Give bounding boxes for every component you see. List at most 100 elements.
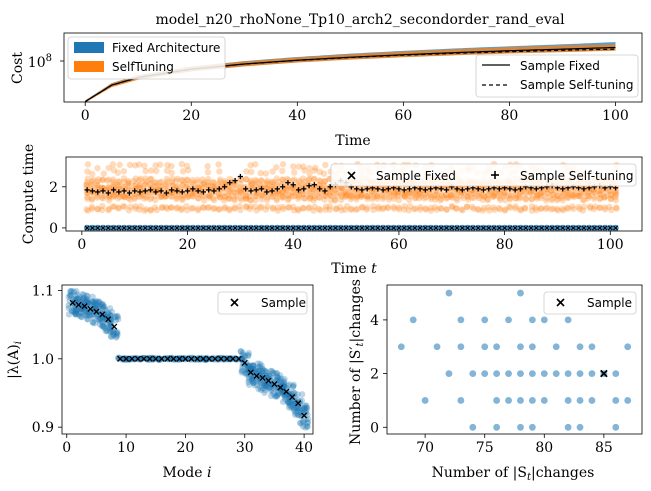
mode-cloud-point — [280, 383, 287, 390]
mode-cloud-point — [260, 385, 267, 392]
selftuning-point — [116, 161, 123, 168]
selftuning-point — [542, 205, 550, 213]
selftuning-point — [189, 192, 196, 200]
modes-x-ticks: 0 10 20 30 40 — [62, 434, 313, 456]
selftuning-point — [100, 184, 108, 192]
selftuning-point — [290, 203, 297, 211]
selftuning-point — [136, 183, 143, 190]
selftuning-point — [607, 195, 615, 202]
selftuning-point — [553, 187, 560, 194]
sample-fixed-point — [158, 225, 164, 231]
sample-fixed-point — [528, 225, 534, 231]
selftuning-point — [84, 193, 91, 201]
selftuning-point — [502, 196, 509, 204]
selftuning-point — [320, 170, 328, 177]
selftuning-point — [246, 205, 254, 213]
selftuning-point — [495, 192, 502, 200]
mode-cloud-point — [263, 382, 270, 389]
sample-fixed-point — [443, 225, 450, 231]
selftuning-point — [512, 195, 520, 202]
selftuning-point — [184, 191, 191, 199]
cost-panel: 0 20 40 60 80 100 108 Time Cost Fixed Archite… — [10, 32, 643, 149]
sample-mode-point — [170, 355, 177, 362]
selftuning-point — [337, 203, 344, 211]
selftuning-point — [558, 194, 566, 201]
selftuning-point — [204, 169, 212, 176]
selftuning-point — [147, 194, 155, 201]
selftuning-point — [580, 203, 588, 210]
sample-selftuning-point — [153, 189, 159, 195]
selftuning-point — [564, 204, 571, 211]
sample-selftuning-point — [465, 186, 471, 192]
selftuning-point — [152, 179, 160, 186]
sample-fixed-point — [480, 225, 487, 231]
selftuning-point — [195, 194, 202, 202]
selftuning-point — [306, 194, 314, 201]
selftuning-point — [570, 187, 577, 195]
selftuning-point — [179, 168, 187, 175]
selftuning-point — [211, 183, 218, 190]
selftuning-point — [125, 179, 132, 187]
mode-cloud-point — [304, 423, 311, 430]
sample-selftuning-point — [295, 187, 302, 193]
sample-fixed-point — [369, 225, 376, 231]
selftuning-point — [357, 187, 365, 195]
selftuning-point — [312, 164, 319, 172]
selftuning-point — [210, 205, 217, 212]
selftuning-point — [596, 204, 604, 211]
selftuning-point — [559, 205, 566, 213]
mode-cloud-point — [243, 359, 250, 366]
selftuning-point — [125, 177, 132, 185]
sample-fixed-point — [475, 225, 481, 231]
selftuning-point — [284, 196, 292, 204]
selftuning-point — [264, 184, 271, 191]
selftuning-point — [215, 206, 222, 213]
selftuning-point — [311, 189, 318, 196]
mode-cloud-point — [97, 315, 104, 323]
selftuning-point — [84, 175, 91, 182]
selftuning-point — [126, 186, 133, 193]
selftuning-point — [447, 188, 455, 195]
selftuning-point — [363, 204, 371, 211]
selftuning-point — [216, 194, 224, 201]
mode-cloud-point — [256, 367, 263, 374]
selftuning-point — [263, 196, 271, 204]
selftuning-point — [243, 168, 250, 175]
selftuning-point — [368, 188, 376, 196]
selftuning-point — [162, 192, 169, 200]
selftuning-point — [110, 191, 118, 199]
selftuning-point — [199, 181, 206, 188]
legend-label-sample-fixed: Sample Fixed — [376, 169, 456, 183]
mode-cloud-point — [89, 301, 97, 309]
mode-cloud-point — [302, 408, 309, 415]
sample-selftuning-point — [560, 186, 566, 192]
selftuning-point — [480, 192, 488, 200]
selftuning-point — [321, 192, 328, 199]
selftuning-point — [183, 206, 191, 214]
selftuning-point — [379, 205, 386, 213]
selftuning-point — [412, 195, 419, 202]
changes-x-ticks: 70 75 80 85 — [416, 434, 613, 456]
sample-mode-point — [277, 384, 284, 391]
sample-fixed-point — [406, 225, 413, 231]
selftuning-point — [468, 203, 476, 211]
selftuning-point — [237, 188, 244, 196]
selftuning-point — [221, 192, 228, 200]
selftuning-point — [216, 168, 223, 175]
selftuning-point — [375, 205, 382, 213]
selftuning-point — [607, 195, 615, 203]
mode-cloud-point — [93, 301, 100, 308]
selftuning-point — [273, 181, 281, 189]
selftuning-point — [384, 204, 392, 212]
selftuning-point — [327, 196, 334, 204]
selftuning-point — [125, 194, 132, 202]
selftuning-point — [257, 169, 264, 177]
selftuning-point — [184, 181, 191, 188]
selftuning-point — [273, 197, 280, 204]
selftuning-point — [189, 204, 197, 212]
selftuning-point — [438, 205, 445, 212]
mode-cloud-point — [91, 320, 98, 327]
selftuning-point — [491, 206, 498, 214]
selftuning-point — [316, 168, 324, 176]
selftuning-point — [427, 204, 435, 212]
